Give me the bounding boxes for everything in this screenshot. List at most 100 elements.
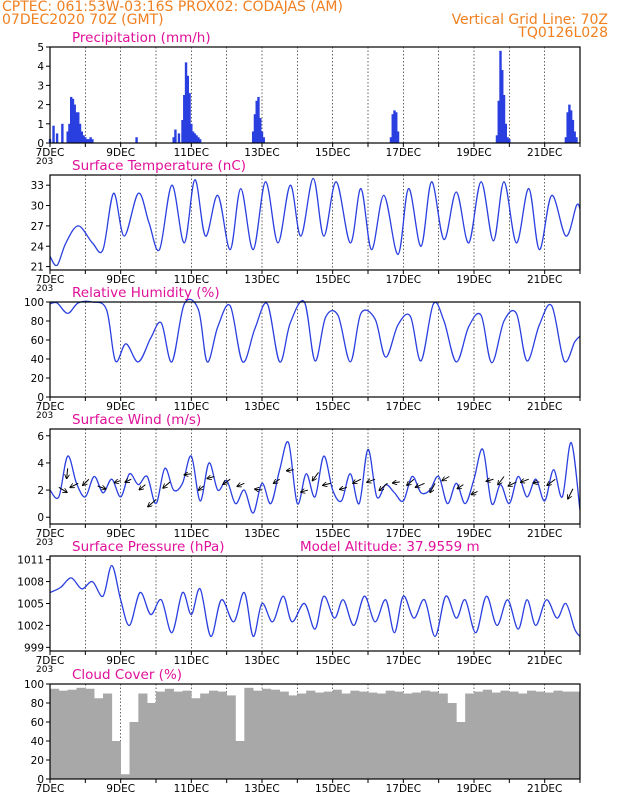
cloud-bar: [147, 703, 157, 779]
precip-bar: [259, 118, 262, 143]
y-tick-label: 60: [31, 335, 44, 347]
precip-bar: [504, 123, 507, 143]
wind-arrow: [139, 484, 146, 490]
cloud-bar: [226, 695, 236, 779]
y-tick-label: 20: [31, 373, 44, 385]
cloud-bar: [368, 692, 378, 779]
x-tick-label: 13DEC: [244, 655, 279, 667]
y-tick-label: 1002: [17, 620, 44, 632]
wind-arrow: [416, 482, 425, 487]
precip-bar: [181, 119, 184, 143]
wind-arrow: [472, 491, 478, 494]
cloud-bar: [111, 741, 121, 779]
cloud-bar: [527, 690, 537, 779]
cloud-bar: [297, 693, 307, 779]
cloud-bar: [403, 693, 413, 779]
cloud-bar: [120, 774, 130, 779]
x-tick-label: 19DEC: [456, 783, 491, 795]
precip-bar: [564, 137, 568, 143]
cloud-bar: [412, 692, 422, 779]
series-line-3: [50, 442, 580, 513]
x-tick-label: 19DEC: [456, 655, 491, 667]
y-tick-label: 80: [31, 316, 44, 328]
precip-bar: [260, 131, 264, 143]
precip-bar: [573, 131, 576, 143]
cloud-bar: [394, 691, 404, 779]
precip-bar: [193, 133, 197, 143]
cloud-bar: [209, 690, 219, 779]
y-tick-label: 40: [31, 354, 44, 366]
x-tick-label: 17DEC: [386, 274, 421, 286]
cloud-bar: [465, 693, 475, 779]
cloud-bar: [58, 690, 68, 779]
wind-arrow: [393, 482, 400, 483]
precip-bar: [84, 137, 87, 143]
precip-bar: [262, 137, 265, 143]
wind-arrow: [237, 483, 245, 486]
series-line-2: [50, 299, 580, 363]
cloud-bar: [359, 691, 369, 779]
cloud-bar: [182, 690, 192, 779]
precip-bar: [396, 131, 400, 143]
x-cut-label: 203: [36, 284, 53, 294]
cloud-bar: [562, 691, 572, 779]
precip-bar: [188, 93, 191, 143]
wind-arrow: [547, 478, 556, 485]
cloud-bar: [103, 693, 113, 779]
cloud-bar: [447, 703, 457, 779]
panel-title-1: Surface Temperature (nC): [72, 158, 246, 174]
precip-bar: [257, 96, 260, 143]
x-cut-label: 203: [36, 411, 53, 421]
cloud-bar: [456, 722, 466, 779]
cloud-bar: [535, 691, 545, 779]
precip-bar: [184, 62, 188, 143]
y-tick-label: 33: [31, 180, 44, 192]
cloud-bar: [385, 690, 395, 779]
precip-bar: [186, 75, 189, 143]
cloud-bar: [235, 741, 245, 779]
precip-bar: [87, 139, 91, 143]
precip-bar: [571, 119, 575, 143]
precip-bar: [68, 123, 71, 143]
wind-arrow: [367, 479, 376, 482]
wind-arrow: [430, 483, 436, 492]
panel-title-0: Precipitation (mm/h): [72, 30, 211, 46]
cloud-bar: [500, 690, 510, 779]
precip-bar: [501, 70, 504, 143]
wind-arrow: [223, 478, 231, 484]
x-tick-label: 21DEC: [527, 147, 562, 159]
y-tick-label: 30: [31, 201, 44, 213]
precip-bar: [61, 123, 64, 143]
x-tick-label: 15DEC: [315, 783, 350, 795]
precip-bar: [177, 133, 181, 143]
precip-bar: [91, 139, 94, 143]
precip-bar: [508, 139, 511, 143]
x-cut-label: 203: [36, 538, 53, 548]
precip-bar: [172, 137, 175, 143]
cloud-bar: [571, 691, 581, 779]
series-line-1: [50, 178, 580, 265]
panel-title-5: Cloud Cover (%): [72, 667, 182, 683]
wind-arrow: [115, 481, 121, 483]
cloud-bar: [544, 692, 554, 779]
x-tick-label: 17DEC: [386, 401, 421, 413]
cloud-bar: [244, 687, 254, 779]
wind-arrow: [184, 474, 192, 475]
x-tick-label: 7DEC: [36, 655, 65, 667]
cloud-bar: [332, 689, 342, 779]
x-tick-label: 17DEC: [386, 655, 421, 667]
cloud-bar: [191, 698, 201, 779]
wind-arrow: [568, 488, 574, 499]
x-tick-label: 17DEC: [386, 783, 421, 795]
cloud-bar: [270, 689, 280, 779]
precip-bar: [497, 100, 500, 143]
wind-arrow: [207, 477, 215, 479]
x-tick-label: 13DEC: [244, 528, 279, 540]
x-tick-label: 15DEC: [315, 655, 350, 667]
precip-bar: [499, 50, 502, 144]
precip-bar: [80, 131, 83, 143]
cloud-bar: [50, 688, 60, 779]
x-tick-label: 11DEC: [174, 401, 209, 413]
precip-bar: [85, 139, 89, 143]
y-tick-label: 0: [37, 392, 44, 404]
